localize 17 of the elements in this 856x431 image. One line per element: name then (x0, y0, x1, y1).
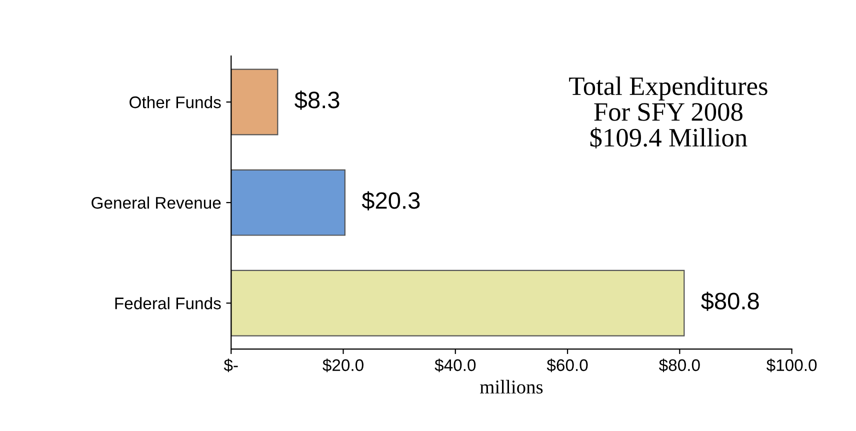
bar (231, 68, 278, 136)
data-label: $80.8 (701, 292, 759, 311)
x-tick-label: $40.0 (434, 358, 476, 372)
x-tick-label: $100.0 (766, 358, 817, 372)
y-tick-label: General Revenue (92, 196, 221, 209)
x-axis-title: millions (480, 380, 543, 394)
y-tick-label: Other Funds (130, 96, 221, 108)
data-label: $20.3 (362, 191, 420, 210)
x-tick-label: $20.0 (322, 358, 364, 372)
y-tick-label: Federal Funds (115, 297, 221, 310)
bar (231, 169, 346, 236)
bar (231, 270, 685, 336)
x-tick-label: $80.0 (658, 358, 700, 372)
text: Total Expenditures For SFY 2008 $109.4 Million (569, 76, 768, 148)
x-tick-label: $- (224, 358, 238, 372)
data-label: $8.3 (294, 90, 340, 110)
x-tick-label: $60.0 (546, 358, 588, 372)
